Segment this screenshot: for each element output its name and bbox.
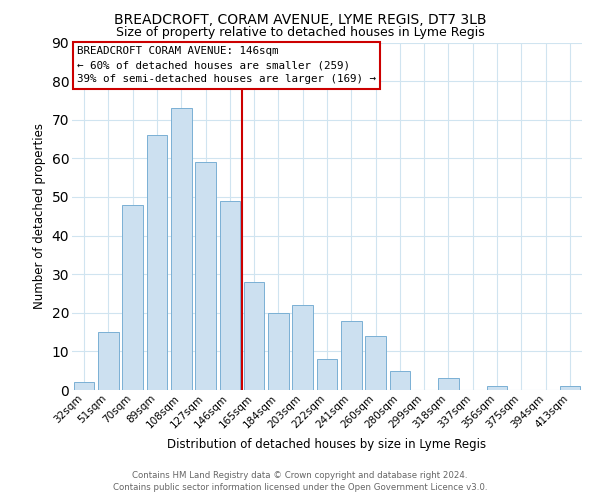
Bar [195,162,216,390]
Bar [244,282,265,390]
Y-axis label: Number of detached properties: Number of detached properties [33,123,46,309]
Text: BREADCROFT, CORAM AVENUE, LYME REGIS, DT7 3LB: BREADCROFT, CORAM AVENUE, LYME REGIS, DT… [114,12,486,26]
Bar [365,336,386,390]
Bar [292,305,313,390]
Text: Contains HM Land Registry data © Crown copyright and database right 2024.
Contai: Contains HM Land Registry data © Crown c… [113,471,487,492]
Text: Size of property relative to detached houses in Lyme Regis: Size of property relative to detached ho… [116,26,484,39]
Bar [98,332,119,390]
Bar [268,313,289,390]
Bar [220,201,240,390]
Text: BREADCROFT CORAM AVENUE: 146sqm
← 60% of detached houses are smaller (259)
39% o: BREADCROFT CORAM AVENUE: 146sqm ← 60% of… [77,46,376,84]
Bar [341,320,362,390]
Bar [317,359,337,390]
Bar [122,204,143,390]
X-axis label: Distribution of detached houses by size in Lyme Regis: Distribution of detached houses by size … [167,438,487,451]
Bar [560,386,580,390]
Bar [171,108,191,390]
Bar [74,382,94,390]
Bar [146,135,167,390]
Bar [487,386,508,390]
Bar [389,370,410,390]
Bar [438,378,459,390]
